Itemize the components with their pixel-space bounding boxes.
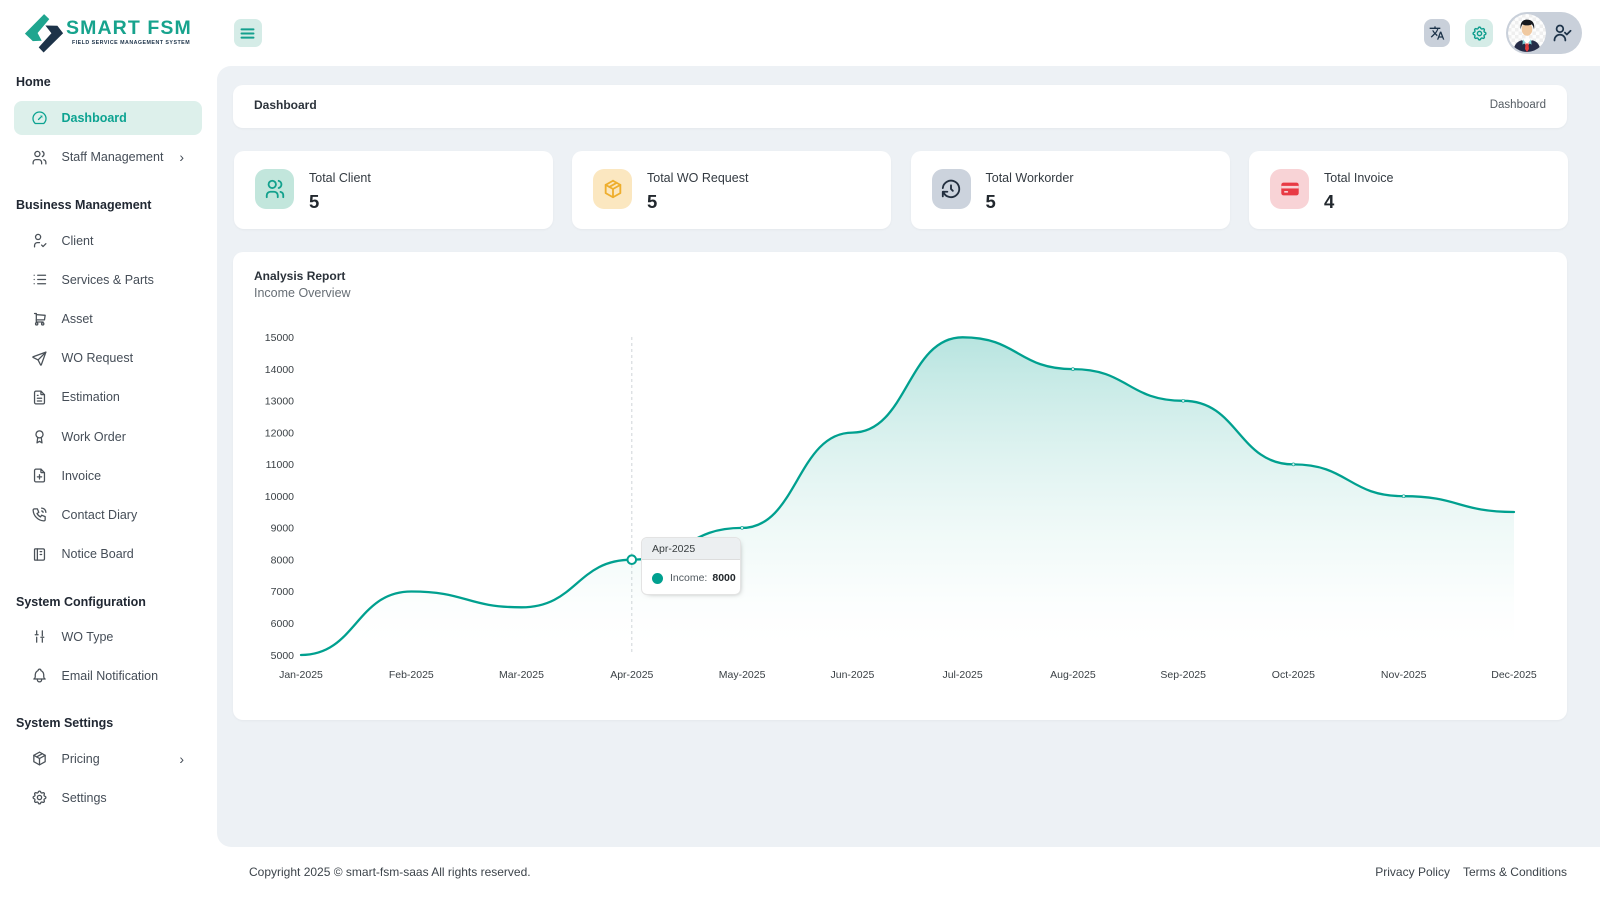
svg-text:14000: 14000 (265, 364, 294, 376)
svg-text:6000: 6000 (271, 618, 295, 630)
svg-text:Dec-2025: Dec-2025 (1491, 669, 1537, 681)
svg-text:Jan-2025: Jan-2025 (279, 669, 323, 681)
svg-text:Apr-2025: Apr-2025 (610, 669, 653, 681)
svg-text:9000: 9000 (271, 523, 295, 535)
svg-text:Mar-2025: Mar-2025 (499, 669, 544, 681)
svg-text:7000: 7000 (271, 586, 295, 598)
svg-text:Nov-2025: Nov-2025 (1381, 669, 1427, 681)
svg-text:May-2025: May-2025 (719, 669, 766, 681)
svg-text:8000: 8000 (271, 554, 295, 566)
svg-text:Jun-2025: Jun-2025 (831, 669, 875, 681)
svg-text:Oct-2025: Oct-2025 (1272, 669, 1315, 681)
svg-text:15000: 15000 (265, 332, 294, 344)
svg-text:13000: 13000 (265, 396, 294, 408)
svg-text:10000: 10000 (265, 491, 294, 503)
svg-text:Sep-2025: Sep-2025 (1160, 669, 1206, 681)
svg-text:Jul-2025: Jul-2025 (942, 669, 982, 681)
svg-text:Aug-2025: Aug-2025 (1050, 669, 1096, 681)
svg-text:5000: 5000 (271, 650, 295, 662)
svg-text:Feb-2025: Feb-2025 (389, 669, 434, 681)
svg-text:12000: 12000 (265, 427, 294, 439)
svg-text:11000: 11000 (266, 459, 295, 471)
